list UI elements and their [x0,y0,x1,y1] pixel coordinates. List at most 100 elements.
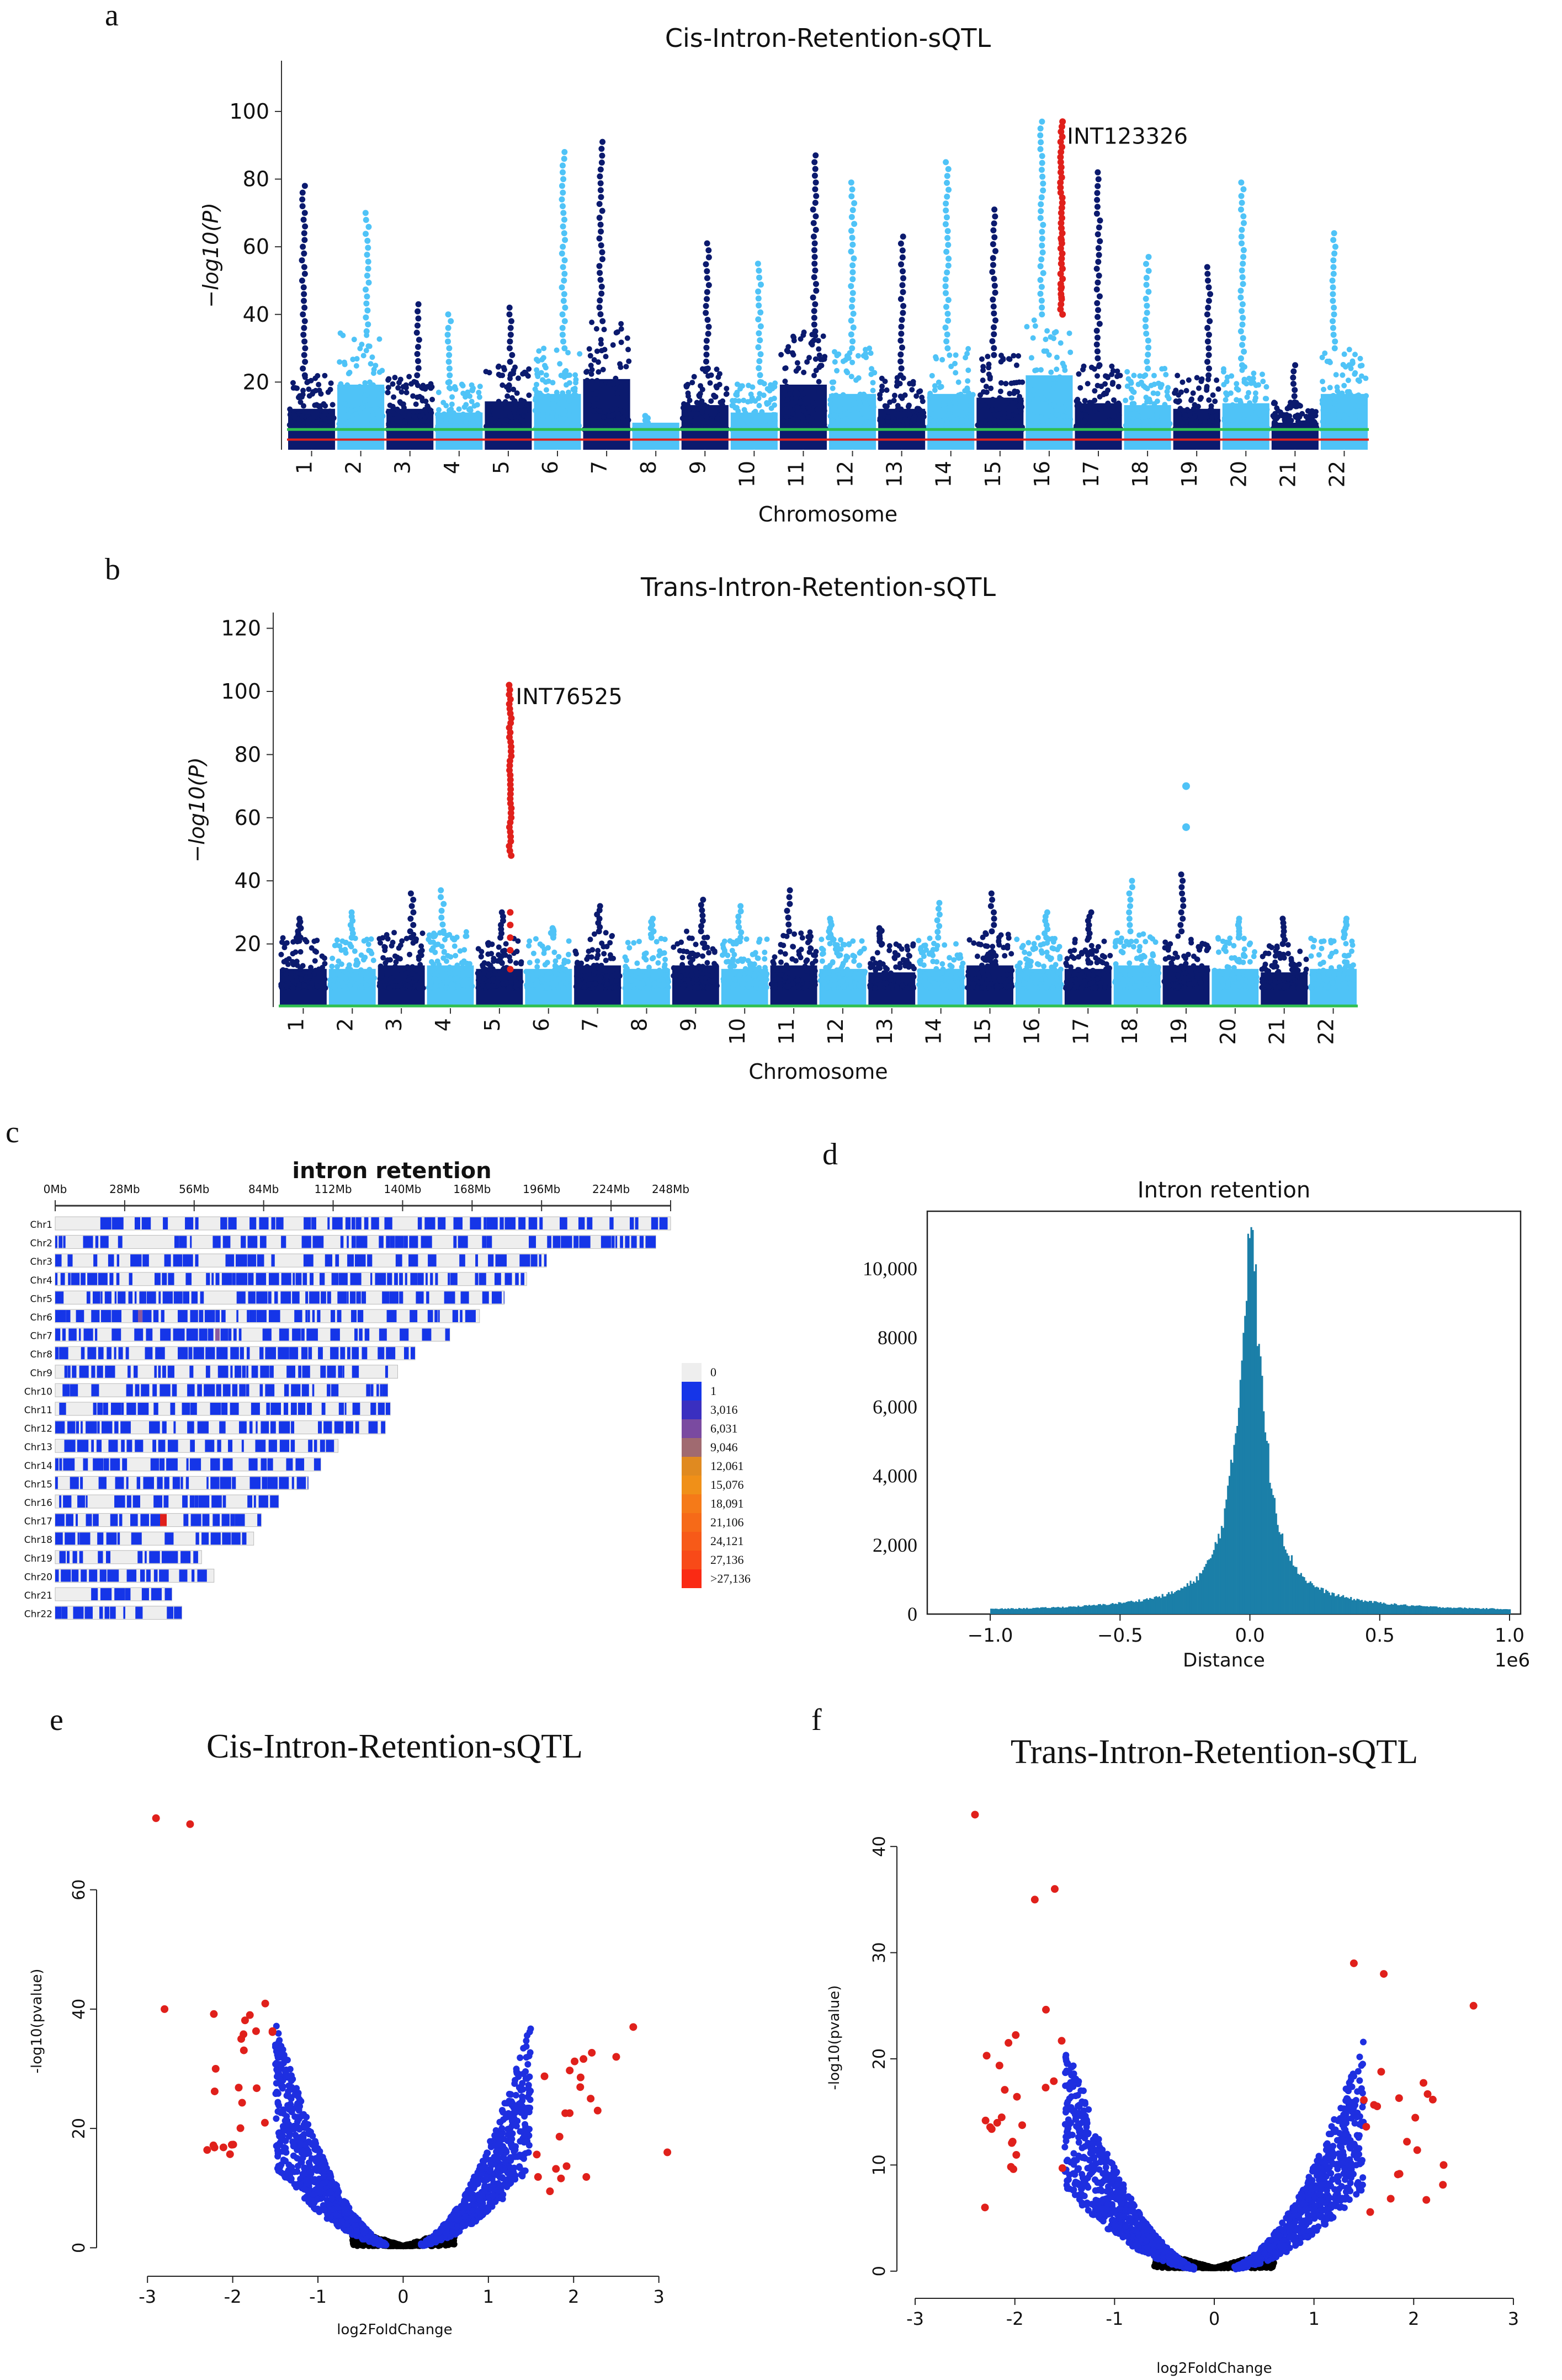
snp-point [851,255,857,262]
snp-point [990,227,997,233]
snp-point [559,324,566,331]
snp-point [357,345,363,352]
snp-point [790,981,796,987]
snp-point [1062,367,1068,373]
snp-point [819,363,825,369]
snp-point [279,939,285,945]
panel-label-a: a [105,0,119,33]
snp-point [1292,387,1298,393]
snp-point [790,416,796,422]
snp-point [1044,940,1050,946]
snp-point [799,935,805,941]
snp-point [877,396,883,402]
snp-point [705,323,712,330]
snp-point [790,411,796,417]
snp-point [486,940,492,946]
snp-point [1039,159,1045,166]
snp-point [447,931,453,938]
snp-point [584,956,590,962]
snp-point [480,963,486,970]
snp-point [598,290,605,297]
snp-point [484,423,490,429]
snp-point [1281,412,1287,418]
snp-point [934,959,940,965]
snp-point [756,274,763,281]
snp-point [902,416,908,422]
snp-point [446,379,453,385]
snp-point [506,423,512,429]
snp-point [496,944,502,950]
snp-point [812,356,819,362]
snp-point [700,897,706,903]
snp-point [338,381,344,387]
snp-point [986,361,992,368]
snp-point [1238,179,1245,186]
snp-point [1095,279,1101,286]
snp-point [1096,224,1102,231]
snp-point [617,361,623,367]
snp-point [505,972,511,978]
snp-point [941,399,947,405]
snp-point [819,958,825,964]
snp-point [311,938,317,944]
snp-point [347,982,353,988]
snp-point [550,410,556,416]
snp-point [1055,412,1061,418]
snp-point [703,310,709,316]
snp-point [506,305,513,311]
snp-point [873,971,879,977]
snp-point [1292,399,1298,406]
snp-point [413,401,419,407]
y-tick-label: 80 [235,742,261,766]
snp-point [812,974,818,980]
snp-point [838,413,844,419]
snp-point [1150,390,1156,396]
snp-point [686,935,692,941]
snp-point [698,902,704,908]
snp-point [977,421,984,427]
snp-point [658,935,664,941]
snp-point [537,941,543,947]
highlight-label: INT123326 [1067,124,1188,149]
snp-point [301,297,307,304]
snp-point [897,372,904,379]
snp-point [379,973,385,979]
snp-point [807,409,813,415]
snp-point [804,968,810,974]
snp-point [1346,347,1352,353]
snp-point [414,322,421,329]
snp-point [909,387,915,393]
snp-point [540,355,546,361]
snp-point [991,234,998,241]
snp-point [996,938,1002,944]
x-axis-label: Chromosome [758,502,897,526]
snp-point [1013,362,1019,368]
snp-point [850,311,857,317]
snp-point [991,909,997,915]
snp-point [655,960,661,966]
snp-point [391,930,397,936]
snp-point [345,966,351,972]
snp-point [1037,276,1044,283]
snp-point [613,985,619,991]
snp-point [772,402,778,408]
snp-point [1239,342,1246,348]
snp-point [853,377,859,383]
snp-point [965,346,971,352]
snp-point [821,408,827,414]
snp-point [1239,274,1246,280]
snp-point [827,915,833,922]
snp-point [509,352,516,358]
snp-point [526,366,532,372]
snp-point [561,291,567,297]
snp-point [884,387,890,393]
snp-point [859,416,865,422]
x-tick-label: 4 [431,1018,455,1031]
snp-point [953,352,959,358]
snp-point [362,954,368,960]
panel-label-b: b [105,552,120,587]
snp-point [413,936,419,942]
snp-point [512,364,518,370]
snp-point [840,984,846,990]
snp-point [401,404,407,411]
